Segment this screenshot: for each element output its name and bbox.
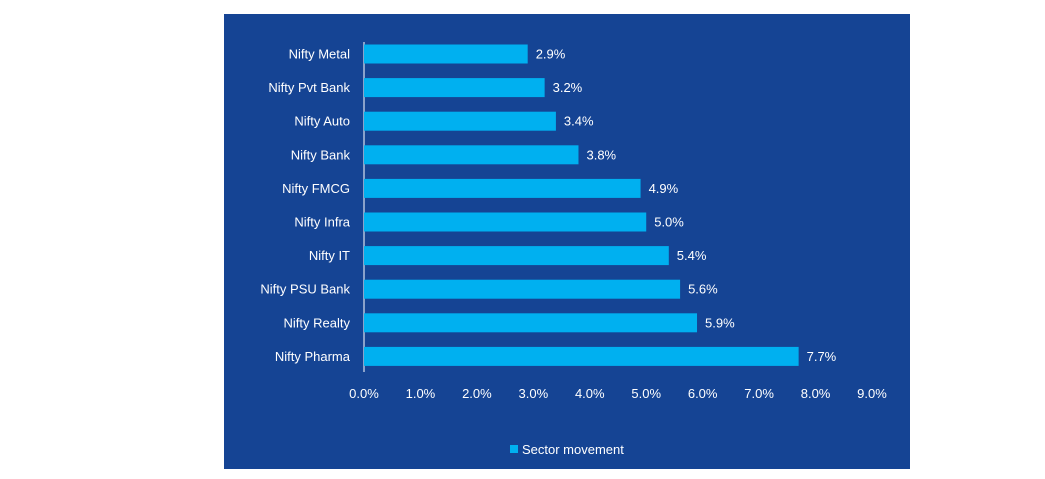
x-tick-label: 9.0% xyxy=(857,386,887,401)
bar xyxy=(364,44,528,64)
data-label: 5.6% xyxy=(688,282,718,297)
x-tick-label: 4.0% xyxy=(575,386,605,401)
data-label: 2.9% xyxy=(536,47,566,62)
bar xyxy=(364,313,698,333)
category-label: Nifty Pvt Bank xyxy=(268,80,350,95)
data-label: 5.4% xyxy=(677,248,707,263)
legend-swatch xyxy=(510,445,518,453)
category-label: Nifty Metal xyxy=(289,47,351,62)
bar xyxy=(364,279,681,299)
bar xyxy=(364,178,641,198)
legend-label: Sector movement xyxy=(522,442,624,457)
data-labels: 2.9% 3.2% 3.4% 3.8% 4.9% 5.0% 5.4% 5.6% 5.9% 7.7% xyxy=(536,47,837,364)
category-label: Nifty Infra xyxy=(294,215,350,230)
bar xyxy=(364,212,647,232)
category-label: Nifty Bank xyxy=(291,147,351,162)
x-tick-labels: 0.0% 1.0% 2.0% 3.0% 4.0% 5.0% 6.0% 7.0% 8.0% 9.0% xyxy=(349,386,887,401)
category-label: Nifty FMCG xyxy=(282,181,350,196)
category-label: Nifty Auto xyxy=(294,114,350,129)
data-label: 5.9% xyxy=(705,315,735,330)
data-label: 4.9% xyxy=(649,181,679,196)
x-tick-label: 6.0% xyxy=(688,386,718,401)
x-tick-label: 7.0% xyxy=(744,386,774,401)
bar xyxy=(364,246,669,266)
bar xyxy=(364,111,556,131)
category-labels: Nifty Metal Nifty Pvt Bank Nifty Auto Nifty… xyxy=(260,47,350,364)
x-tick-label: 3.0% xyxy=(519,386,549,401)
data-label: 3.8% xyxy=(586,147,616,162)
x-tick-label: 8.0% xyxy=(801,386,831,401)
category-label: Nifty PSU Bank xyxy=(260,282,350,297)
category-label: Nifty Pharma xyxy=(275,349,351,364)
x-tick-label: 1.0% xyxy=(406,386,436,401)
data-label: 7.7% xyxy=(807,349,837,364)
data-label: 3.2% xyxy=(553,80,583,95)
legend: Sector movement xyxy=(510,442,624,457)
category-label: Nifty Realty xyxy=(284,315,351,330)
bar xyxy=(364,145,579,165)
category-label: Nifty IT xyxy=(309,248,350,263)
data-label: 5.0% xyxy=(654,215,684,230)
x-tick-label: 0.0% xyxy=(349,386,379,401)
bars-group xyxy=(364,44,799,366)
chart-panel xyxy=(224,14,910,469)
x-tick-label: 5.0% xyxy=(631,386,661,401)
x-tick-label: 2.0% xyxy=(462,386,492,401)
bar xyxy=(364,346,799,366)
bar xyxy=(364,78,545,98)
data-label: 3.4% xyxy=(564,114,594,129)
